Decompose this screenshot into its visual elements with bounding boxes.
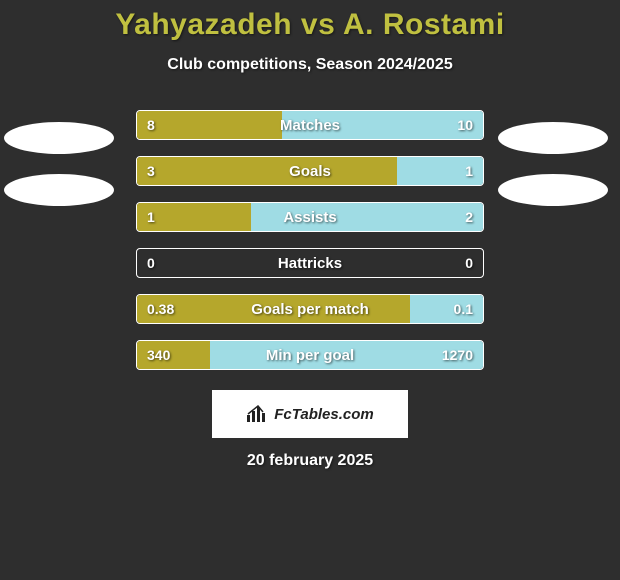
stat-row: Matches810 (0, 102, 620, 148)
stat-rows: Matches810 Goals31 Assists12 Hattricks0 0 Goa… (0, 102, 620, 378)
stat-bar-track: Goals per match0.380.1 (136, 294, 484, 324)
stat-row: Min per goal3401270 (0, 332, 620, 378)
source-badge-text: FcTables.com (274, 406, 373, 423)
stat-bar-right (397, 157, 484, 185)
stat-bar-track: Goals31 (136, 156, 484, 186)
stat-value-right: 0 (465, 249, 473, 277)
stat-row: Hattricks0 0 (0, 240, 620, 286)
page-title: Yahyazadeh vs A. Rostami (0, 8, 620, 42)
comparison-container: Yahyazadeh vs A. Rostami Club competitio… (0, 0, 620, 470)
stat-bar-right (282, 111, 483, 139)
source-badge: FcTables.com (212, 390, 408, 438)
stat-bar-left (137, 295, 410, 323)
stat-bar-track: Assists12 (136, 202, 484, 232)
stat-bar-track: Matches810 (136, 110, 484, 140)
stat-bar-left (137, 157, 397, 185)
stat-row: Goals31 (0, 148, 620, 194)
stat-row: Assists12 (0, 194, 620, 240)
subtitle: Club competitions, Season 2024/2025 (0, 56, 620, 74)
stat-bar-left (137, 111, 282, 139)
stat-bar-left (137, 341, 210, 369)
stat-bar-right (210, 341, 483, 369)
stat-value-left: 0 (147, 249, 155, 277)
stat-bar-track: Min per goal3401270 (136, 340, 484, 370)
chart-icon (246, 405, 268, 423)
stat-bar-left (137, 203, 251, 231)
stat-bar-right (251, 203, 483, 231)
stat-bar-right (410, 295, 483, 323)
stat-row: Goals per match0.380.1 (0, 286, 620, 332)
date-text: 20 february 2025 (0, 452, 620, 470)
stat-label: Hattricks (137, 249, 483, 277)
stat-bar-track: Hattricks0 0 (136, 248, 484, 278)
